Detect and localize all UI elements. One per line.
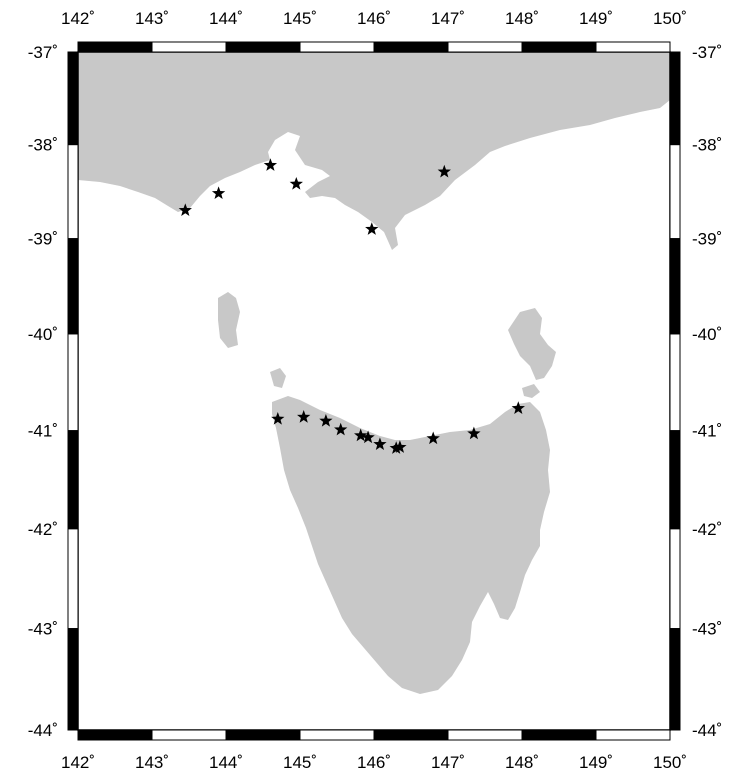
lon-tick-label: 148˚	[505, 753, 539, 772]
lat-tick-label: -40˚	[28, 325, 58, 344]
frame-segment-right	[669, 430, 681, 530]
frame-segment-right	[669, 628, 681, 731]
lon-tick-label: 149˚	[579, 9, 613, 28]
frame-segment-top	[595, 41, 671, 53]
station-star-marker	[426, 431, 440, 445]
lat-tick-label: -37˚	[28, 43, 58, 62]
lon-tick-label: 144˚	[209, 753, 243, 772]
station-star-marker	[271, 412, 285, 425]
frame-segment-bottom	[521, 729, 597, 741]
lat-tick-labels-right: -37˚ -38˚ -39˚ -40˚ -41˚ -42˚ -43˚ -44˚	[692, 43, 722, 740]
frame-segment-top	[521, 41, 597, 53]
lon-tick-label: 144˚	[209, 9, 243, 28]
lon-tick-label: 147˚	[431, 9, 465, 28]
lat-tick-label: -41˚	[692, 422, 722, 441]
lon-tick-label: 150˚	[653, 753, 687, 772]
lat-tick-label: -39˚	[28, 230, 58, 249]
station-star-marker	[334, 422, 348, 436]
station-star-marker	[211, 186, 226, 200]
station-star-marker	[289, 177, 303, 190]
station-star-marker	[393, 440, 407, 453]
frame-segment-bottom	[299, 729, 375, 741]
frame-segment-top	[77, 41, 153, 53]
frame-segment-bottom	[77, 729, 153, 741]
flinders-island	[508, 308, 556, 380]
station-star-marker	[319, 413, 333, 427]
lat-tick-label: -43˚	[692, 620, 722, 639]
frame-bars	[67, 41, 681, 741]
frame-segment-right	[669, 238, 681, 335]
station-star-marker	[389, 441, 403, 454]
lon-tick-label: 142˚	[61, 753, 95, 772]
lat-tick-labels-left: -37˚ -38˚ -39˚ -40˚ -41˚ -42˚ -43˚ -44˚	[28, 43, 58, 740]
lat-tick-label: -44˚	[28, 721, 58, 740]
lat-tick-label: -39˚	[692, 230, 722, 249]
lon-tick-label: 143˚	[135, 9, 169, 28]
frame-segment-top	[151, 41, 227, 53]
frame-segment-right	[669, 528, 681, 630]
tasmania	[272, 396, 550, 694]
lon-tick-label: 148˚	[505, 9, 539, 28]
lon-tick-label: 145˚	[283, 9, 317, 28]
king-island	[218, 292, 240, 348]
lat-tick-label: -40˚	[692, 325, 722, 344]
frame-segment-left	[67, 51, 79, 146]
lat-tick-label: -42˚	[692, 520, 722, 539]
stations-layer	[178, 158, 525, 454]
frame-segment-left	[67, 528, 79, 630]
landmass	[78, 52, 670, 694]
station-star-marker	[373, 437, 387, 450]
frame-segment-bottom	[151, 729, 227, 741]
mainland-victoria	[78, 52, 670, 250]
frame-segment-top	[225, 41, 301, 53]
lat-tick-label: -42˚	[28, 520, 58, 539]
frame-segment-right	[669, 144, 681, 240]
frame-segment-left	[67, 333, 79, 432]
station-star-marker	[365, 222, 379, 235]
lat-tick-label: -43˚	[28, 620, 58, 639]
frame-segment-left	[67, 430, 79, 530]
map-area	[78, 52, 670, 730]
lat-tick-label: -41˚	[28, 422, 58, 441]
frame-segment-bottom	[447, 729, 523, 741]
station-star-marker	[263, 158, 278, 171]
lat-tick-label: -44˚	[692, 721, 722, 740]
station-star-marker	[297, 410, 311, 423]
station-star-marker	[361, 430, 375, 444]
station-star-marker	[511, 401, 525, 414]
station-star-marker	[354, 428, 368, 442]
frame-segment-bottom	[373, 729, 449, 741]
frame-segment-left	[67, 238, 79, 335]
frame-segment-top	[447, 41, 523, 53]
lon-tick-label: 146˚	[357, 753, 391, 772]
frame-segment-left	[67, 144, 79, 240]
frame-segment-top	[299, 41, 375, 53]
lon-tick-label: 145˚	[283, 753, 317, 772]
station-star-marker	[178, 203, 192, 216]
lon-tick-label: 143˚	[135, 753, 169, 772]
lat-tick-label: -38˚	[28, 136, 58, 155]
frame-segment-right	[669, 51, 681, 146]
station-star-marker	[467, 426, 481, 440]
frame-segment-top	[373, 41, 449, 53]
hunter-island	[270, 368, 286, 388]
frame-segment-bottom	[225, 729, 301, 741]
frame-segment-right	[669, 333, 681, 432]
lon-tick-label: 147˚	[431, 753, 465, 772]
map-frame	[67, 41, 681, 741]
frame-segment-left	[67, 628, 79, 731]
lon-tick-label: 149˚	[579, 753, 613, 772]
lon-tick-labels-top: 142˚ 143˚ 144˚ 145˚ 146˚ 147˚ 148˚ 149˚ 150˚	[61, 9, 687, 28]
cape-barren-island	[522, 384, 540, 398]
lon-tick-label: 146˚	[357, 9, 391, 28]
lon-tick-label: 150˚	[653, 9, 687, 28]
lat-tick-label: -37˚	[692, 43, 722, 62]
lon-tick-label: 142˚	[61, 9, 95, 28]
lon-tick-labels-bottom: 142˚ 143˚ 144˚ 145˚ 146˚ 147˚ 148˚ 149˚ 150˚	[61, 753, 687, 772]
station-star-marker	[437, 164, 451, 178]
frame-segment-bottom	[595, 729, 671, 741]
lat-tick-label: -38˚	[692, 136, 722, 155]
